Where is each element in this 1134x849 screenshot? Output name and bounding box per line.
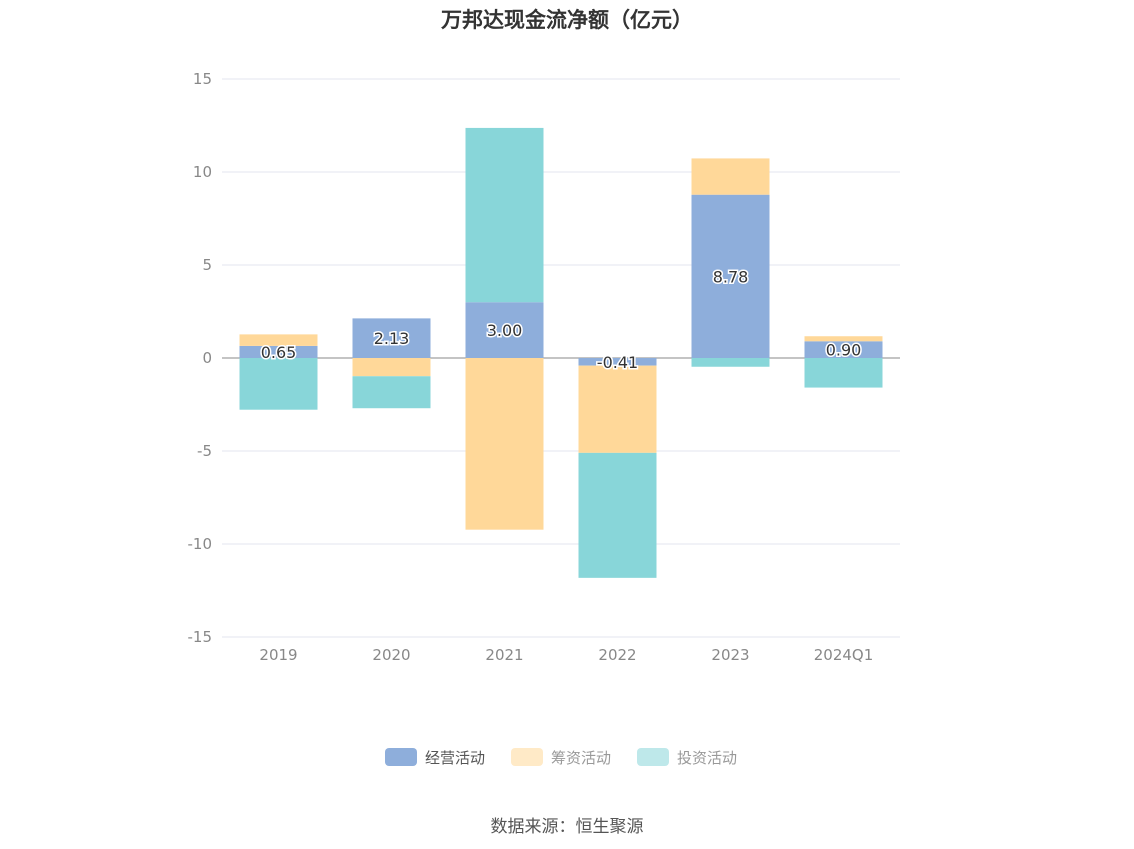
data-label: 2.13 <box>374 329 410 348</box>
legend-label: 投资活动 <box>677 749 737 767</box>
data-label: 0.90 <box>826 341 862 360</box>
data-label: -0.41 <box>597 353 638 372</box>
y-tick-label: 0 <box>202 349 212 367</box>
bar-经营活动-2023 <box>691 194 770 358</box>
y-tick-label: -10 <box>188 535 213 553</box>
bar-投资活动-2023 <box>691 358 770 367</box>
bar-投资活动-2024Q1 <box>804 358 883 388</box>
bar-筹资活动-2020 <box>352 358 431 377</box>
bar-筹资活动-2022 <box>578 365 657 453</box>
bar-投资活动-2022 <box>578 452 657 578</box>
y-tick-label: 10 <box>193 163 212 181</box>
bar-经营活动-2020 <box>352 318 431 358</box>
x-tick-label: 2020 <box>372 646 410 664</box>
bar-投资活动-2019 <box>239 358 318 410</box>
bar-筹资活动-2023 <box>691 158 770 195</box>
bar-经营活动-2022 <box>578 358 657 366</box>
bar-筹资活动-2021 <box>465 358 544 530</box>
bar-投资活动-2020 <box>352 376 431 409</box>
y-tick-label: 15 <box>193 70 212 88</box>
x-tick-label: 2021 <box>485 646 523 664</box>
bar-筹资活动-2024Q1 <box>804 336 883 342</box>
legend-swatch <box>511 748 543 766</box>
chart-title: 万邦达现金流净额（亿元） <box>441 8 693 32</box>
legend-label: 筹资活动 <box>551 749 611 767</box>
data-label: 8.78 <box>713 267 749 286</box>
bar-经营活动-2021 <box>465 302 544 358</box>
bar-投资活动-2021 <box>465 127 544 303</box>
legend-swatch <box>385 748 417 766</box>
legend-swatch <box>637 748 669 766</box>
legend-label: 经营活动 <box>425 749 485 767</box>
y-tick-label: -15 <box>188 628 213 646</box>
x-tick-label: 2024Q1 <box>814 646 874 664</box>
bar-经营活动-2019 <box>239 345 318 358</box>
bar-经营活动-2024Q1 <box>804 341 883 358</box>
y-tick-label: 5 <box>202 256 212 274</box>
bar-筹资活动-2019 <box>239 334 318 346</box>
data-label: 0.65 <box>261 343 297 362</box>
x-tick-label: 2022 <box>598 646 636 664</box>
y-tick-label: -5 <box>197 442 212 460</box>
x-tick-label: 2023 <box>711 646 749 664</box>
source-note: 数据来源：恒生聚源 <box>490 817 644 837</box>
x-tick-label: 2019 <box>259 646 297 664</box>
data-label: 3.00 <box>487 321 523 340</box>
